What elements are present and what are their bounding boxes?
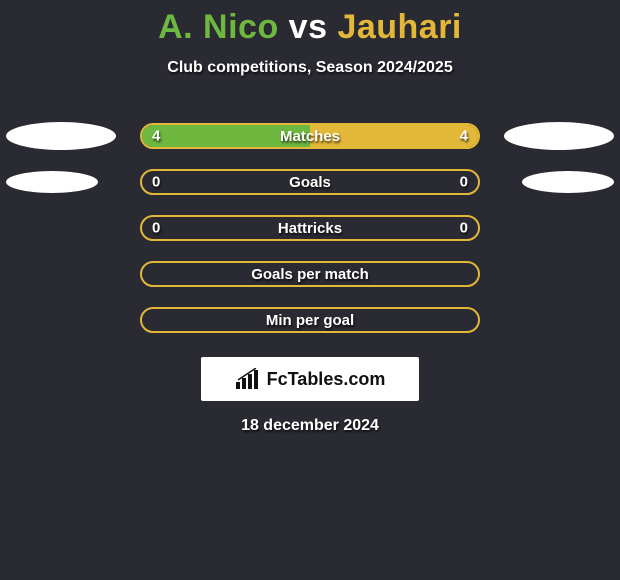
stat-value-player1: 0 xyxy=(152,174,160,191)
stat-bar: Min per goal xyxy=(140,307,480,333)
stat-row: Goals per match xyxy=(0,251,620,297)
stat-value-player2: 0 xyxy=(460,220,468,237)
stat-label: Matches xyxy=(280,128,340,145)
stat-row: Min per goal xyxy=(0,297,620,343)
brand-text: FcTables.com xyxy=(267,369,386,390)
stat-value-player2: 4 xyxy=(460,128,468,145)
stat-row: 0 0 Hattricks xyxy=(0,205,620,251)
share-ellipse-right xyxy=(522,171,614,193)
share-ellipse-left xyxy=(6,171,98,193)
title-row: A. Nico vs Jauhari xyxy=(0,8,620,47)
stat-value-player1: 4 xyxy=(152,128,160,145)
date-line: 18 december 2024 xyxy=(0,417,620,435)
stat-row: 0 0 Goals xyxy=(0,159,620,205)
player2-name: Jauhari xyxy=(337,8,461,46)
stat-label: Hattricks xyxy=(278,220,342,237)
vs-text: vs xyxy=(279,8,338,46)
subtitle: Club competitions, Season 2024/2025 xyxy=(0,59,620,77)
stat-label: Goals xyxy=(289,174,331,191)
stats-area: 4 4 Matches 0 0 Goals 0 0 Hattricks Goals per mat… xyxy=(0,113,620,343)
stat-bar: Goals per match xyxy=(140,261,480,287)
stat-bar: 0 0 Goals xyxy=(140,169,480,195)
stat-label: Goals per match xyxy=(251,266,369,283)
share-ellipse-left xyxy=(6,122,116,150)
brand-badge[interactable]: FcTables.com xyxy=(201,357,419,401)
share-ellipse-right xyxy=(504,122,614,150)
stat-bar: 0 0 Hattricks xyxy=(140,215,480,241)
player1-name: A. Nico xyxy=(158,8,279,46)
stat-value-player2: 0 xyxy=(460,174,468,191)
stat-bar: 4 4 Matches xyxy=(140,123,480,149)
stat-row: 4 4 Matches xyxy=(0,113,620,159)
comparison-card: A. Nico vs Jauhari Club competitions, Se… xyxy=(0,0,620,435)
stat-value-player1: 0 xyxy=(152,220,160,237)
stat-label: Min per goal xyxy=(266,312,354,329)
brand-chart-icon xyxy=(235,368,261,390)
